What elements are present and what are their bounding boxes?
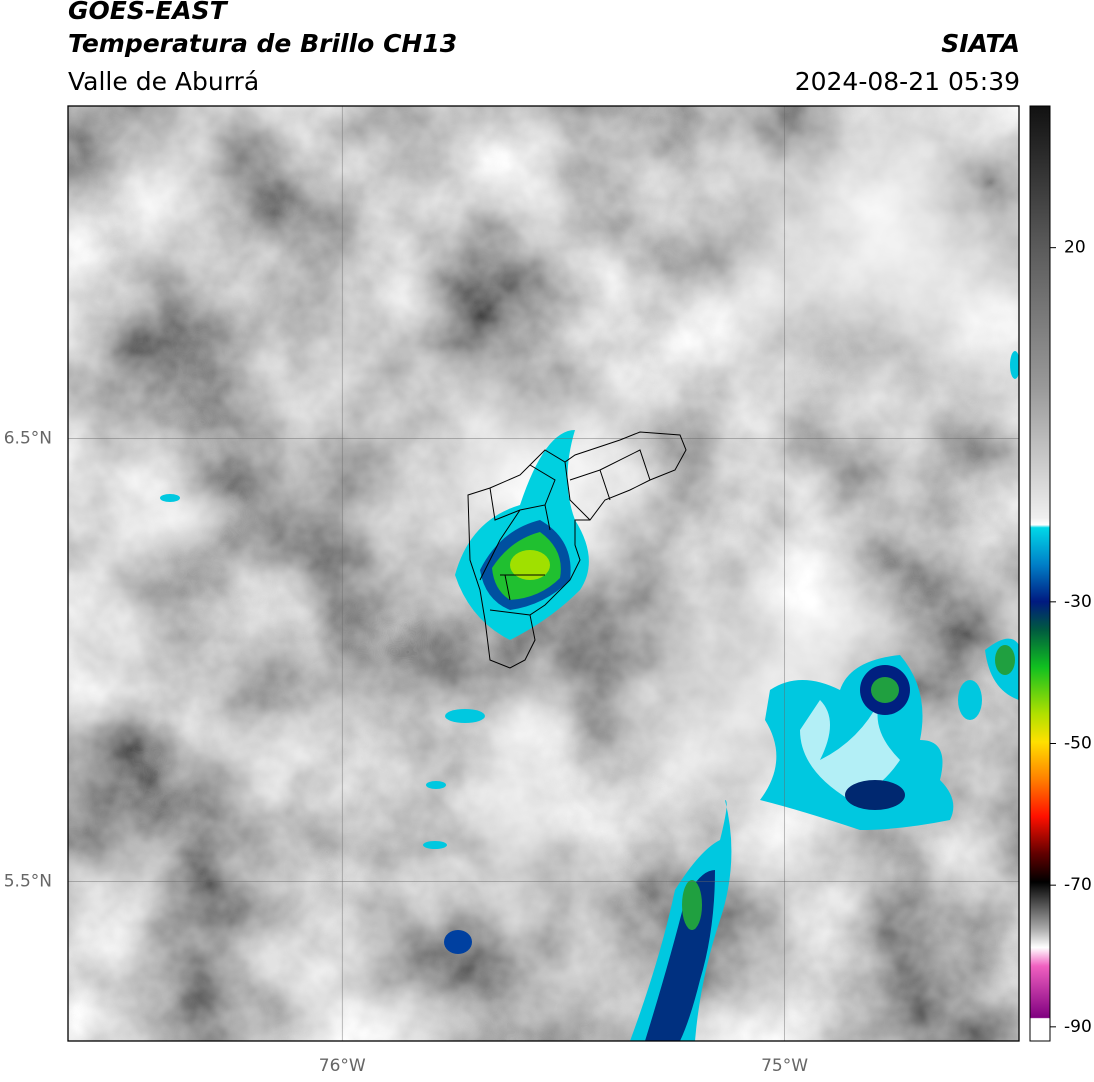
cold-cloud-tops (160, 351, 1019, 1041)
satellite-image (68, 106, 1019, 1041)
municipal-boundaries (467, 431, 687, 669)
colorbar-tick-label: -50 (1064, 734, 1092, 754)
y-tick-label: 5.5°N (4, 871, 52, 891)
map-frame (67, 105, 1020, 1042)
timestamp: 2024-08-21 05:39 (795, 67, 1020, 96)
graticule (68, 106, 1019, 1041)
colorbar-tick-label: -90 (1064, 1017, 1092, 1037)
subtitle: Temperatura de Brillo CH13 (68, 29, 457, 58)
title: GOES-EAST (68, 0, 229, 25)
x-tick-label: 76°W (319, 1056, 366, 1076)
colorbar-tick-label: -70 (1064, 875, 1092, 895)
colorbar (1029, 105, 1051, 1042)
source: SIATA (941, 29, 1020, 58)
colorbar-tick-label: -30 (1064, 592, 1092, 612)
y-tick-label: 6.5°N (4, 428, 52, 448)
colorbar-tick-label: 20 (1064, 238, 1086, 258)
region: Valle de Aburrá (68, 67, 259, 96)
x-tick-label: 75°W (761, 1056, 808, 1076)
